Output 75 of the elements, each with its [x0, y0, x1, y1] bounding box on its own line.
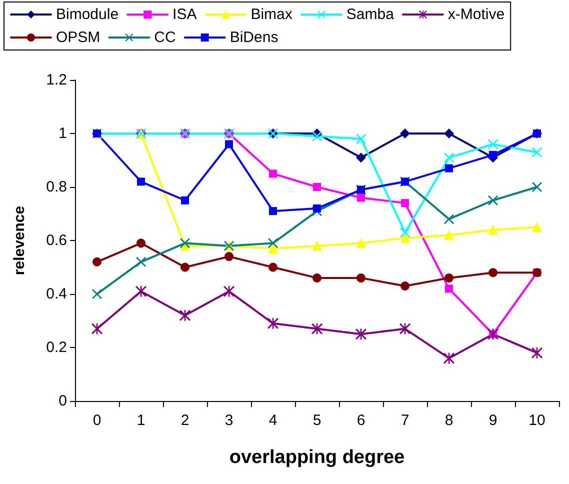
x-axis-title: overlapping degree — [229, 447, 405, 468]
point — [400, 281, 410, 290]
point — [312, 240, 322, 251]
point — [400, 232, 410, 243]
point — [488, 139, 498, 150]
point — [180, 238, 190, 248]
point — [136, 256, 146, 267]
point — [444, 128, 454, 138]
point — [312, 273, 322, 282]
point — [356, 134, 366, 144]
point — [181, 196, 189, 204]
legend-label: ISA — [172, 6, 197, 23]
y-tick-label: 0.2 — [46, 339, 67, 356]
point — [445, 284, 453, 293]
point — [488, 195, 498, 206]
point — [180, 310, 190, 321]
x-tick-label: 5 — [312, 412, 322, 429]
x-tick-label: 0 — [92, 412, 102, 429]
y-tick-label: 1 — [58, 125, 67, 142]
point — [356, 238, 366, 248]
y-tick-label: 1.2 — [46, 72, 67, 88]
point — [400, 227, 410, 238]
point — [489, 150, 497, 159]
x-tick-label: 2 — [180, 412, 190, 429]
point — [444, 214, 454, 224]
point — [532, 222, 542, 232]
point — [488, 224, 498, 235]
point — [444, 152, 454, 163]
point — [313, 183, 321, 191]
x-tick-label: 3 — [224, 412, 234, 429]
point — [224, 252, 234, 262]
point — [445, 164, 453, 172]
point — [532, 182, 542, 192]
x-tick-label: 4 — [268, 412, 278, 429]
x-tick-label: 1 — [136, 412, 146, 429]
point — [488, 268, 498, 278]
point — [92, 289, 102, 299]
point — [225, 140, 233, 148]
point — [92, 257, 102, 266]
point — [312, 131, 322, 142]
legend-label: Bimodule — [56, 6, 119, 23]
y-tick-label: 0.6 — [46, 232, 67, 249]
y-tick-label: 0.4 — [46, 286, 67, 302]
point — [180, 262, 190, 272]
legend-label: Bimax — [250, 6, 293, 23]
point — [268, 262, 278, 272]
x-tick-label: 10 — [528, 412, 546, 429]
point — [268, 244, 278, 254]
x-tick-label: 8 — [444, 412, 454, 429]
point — [269, 170, 277, 178]
y-tick-label: 0.8 — [46, 178, 67, 196]
x-tick-label: 7 — [400, 412, 410, 429]
point — [357, 194, 365, 202]
point — [136, 238, 146, 248]
point — [532, 147, 542, 158]
point — [313, 204, 321, 212]
point — [400, 128, 410, 138]
point — [269, 207, 277, 216]
x-tick-label: 6 — [356, 412, 366, 429]
legend-label: OPSM — [56, 29, 100, 46]
point — [444, 273, 454, 282]
point — [401, 199, 409, 208]
x-tick-label: 9 — [488, 412, 498, 429]
point — [137, 178, 145, 186]
legend-label: Samba — [346, 6, 395, 23]
legend-label: BiDens — [230, 29, 278, 46]
point — [268, 318, 278, 329]
point — [356, 273, 366, 282]
y-axis-title: relevence — [11, 206, 28, 276]
point — [444, 230, 454, 240]
point — [356, 152, 366, 163]
legend-label: CC — [154, 29, 176, 46]
point — [268, 238, 278, 248]
legend-label: x-Motive — [448, 6, 505, 23]
y-tick-label: 0 — [58, 392, 67, 410]
